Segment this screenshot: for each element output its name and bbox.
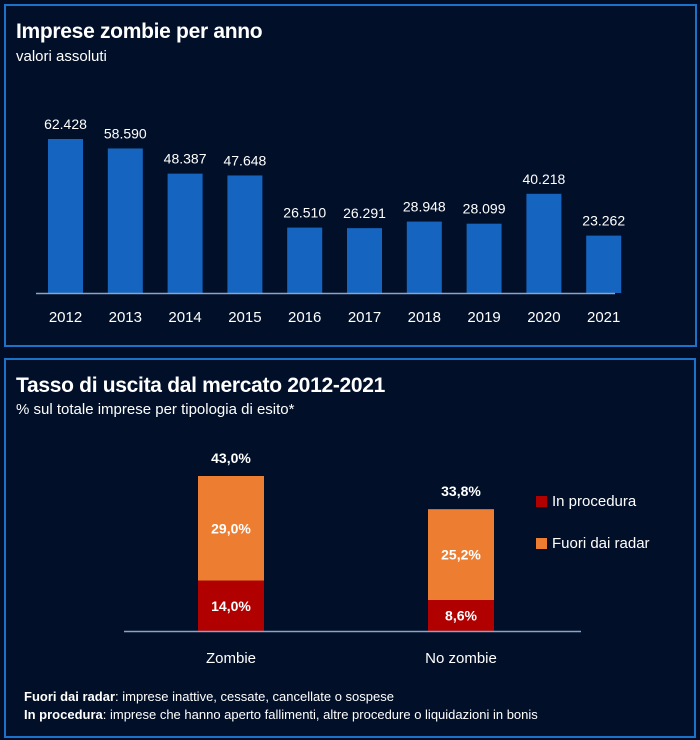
value-label-2012: 62.428: [44, 116, 87, 132]
bar-2020: [526, 193, 562, 293]
footnote-in-procedura: In procedura: imprese che hanno aperto f…: [24, 707, 538, 722]
bar-2018: [406, 221, 442, 293]
legend-swatch-fuori-dai-radar: [536, 538, 547, 549]
total-label-no-zombie: 33,8%: [441, 483, 481, 499]
x-tick-no-zombie: No zombie: [425, 650, 497, 667]
footnote-fuori-dai-radar: Fuori dai radar: imprese inattive, cessa…: [24, 689, 394, 704]
bar-segment-zombie-fuori-dai-radar: [198, 476, 264, 581]
footnotes: Fuori dai radar: imprese inattive, cessa…: [24, 688, 538, 724]
segment-label: 29,0%: [211, 520, 251, 536]
legend-label: Fuori dai radar: [552, 535, 650, 552]
bar-2013: [107, 148, 143, 293]
chart2-subtitle: % sul totale imprese per tipologia di es…: [16, 401, 295, 418]
legend-in-procedura: In procedura: [536, 493, 636, 510]
legend-label: In procedura: [552, 493, 637, 510]
value-label-2018: 28.948: [403, 199, 446, 215]
bar-2019: [466, 223, 502, 293]
value-label-2016: 26.510: [283, 205, 326, 221]
bar-2021: [586, 235, 622, 293]
x-tick-2015: 2015: [228, 309, 261, 326]
bar-2017: [347, 228, 382, 293]
bar-2015: [227, 175, 263, 293]
chart1-title: Imprese zombie per anno: [16, 20, 263, 43]
x-tick-2017: 2017: [348, 309, 381, 326]
bar-2014: [167, 173, 203, 293]
bar-segment-zombie-in-procedura: [198, 580, 264, 631]
value-label-2019: 28.099: [463, 201, 506, 217]
value-label-2021: 23.262: [582, 213, 625, 229]
bar-2016: [287, 227, 323, 293]
bar-segment-no-zombie-fuori-dai-radar: [428, 509, 494, 600]
x-tick-zombie: Zombie: [206, 650, 256, 667]
value-label-2015: 47.648: [223, 152, 266, 168]
x-tick-2019: 2019: [467, 309, 500, 326]
value-label-2020: 40.218: [522, 171, 565, 187]
x-tick-2014: 2014: [168, 309, 201, 326]
zombie-per-year-panel: Imprese zombie per anno valori assoluti …: [4, 4, 697, 347]
x-tick-2012: 2012: [49, 309, 82, 326]
exit-rate-panel: Tasso di uscita dal mercato 2012-2021 % …: [4, 358, 696, 738]
bar-segment-no-zombie-in-procedura: [428, 600, 494, 631]
chart2-plot: 14,0% 29,0% 43,0% Zombie 8,6% 25,2% 33,8% No zo…: [124, 450, 581, 667]
x-tick-2018: 2018: [408, 309, 441, 326]
x-tick-2021: 2021: [587, 309, 620, 326]
x-tick-2013: 2013: [109, 309, 142, 326]
segment-label: 14,0%: [211, 598, 251, 614]
value-label-2017: 26.291: [343, 205, 386, 221]
chart1-plot: 62.428 2012 58.590 2013 48.387 2014 47.648 2015…: [36, 116, 625, 326]
segment-label: 25,2%: [441, 547, 481, 563]
chart1-subtitle: valori assoluti: [16, 48, 107, 65]
total-label-zombie: 43,0%: [211, 450, 251, 466]
segment-label: 8,6%: [445, 608, 477, 624]
value-label-2013: 58.590: [104, 125, 147, 141]
value-label-2014: 48.387: [164, 151, 207, 167]
legend-fuori-dai-radar: Fuori dai radar: [536, 535, 650, 552]
legend-swatch-in-procedura: [536, 496, 547, 507]
x-tick-2020: 2020: [527, 309, 560, 326]
x-tick-2016: 2016: [288, 309, 321, 326]
bar-2012: [48, 139, 83, 293]
chart2-title: Tasso di uscita dal mercato 2012-2021: [16, 374, 386, 397]
